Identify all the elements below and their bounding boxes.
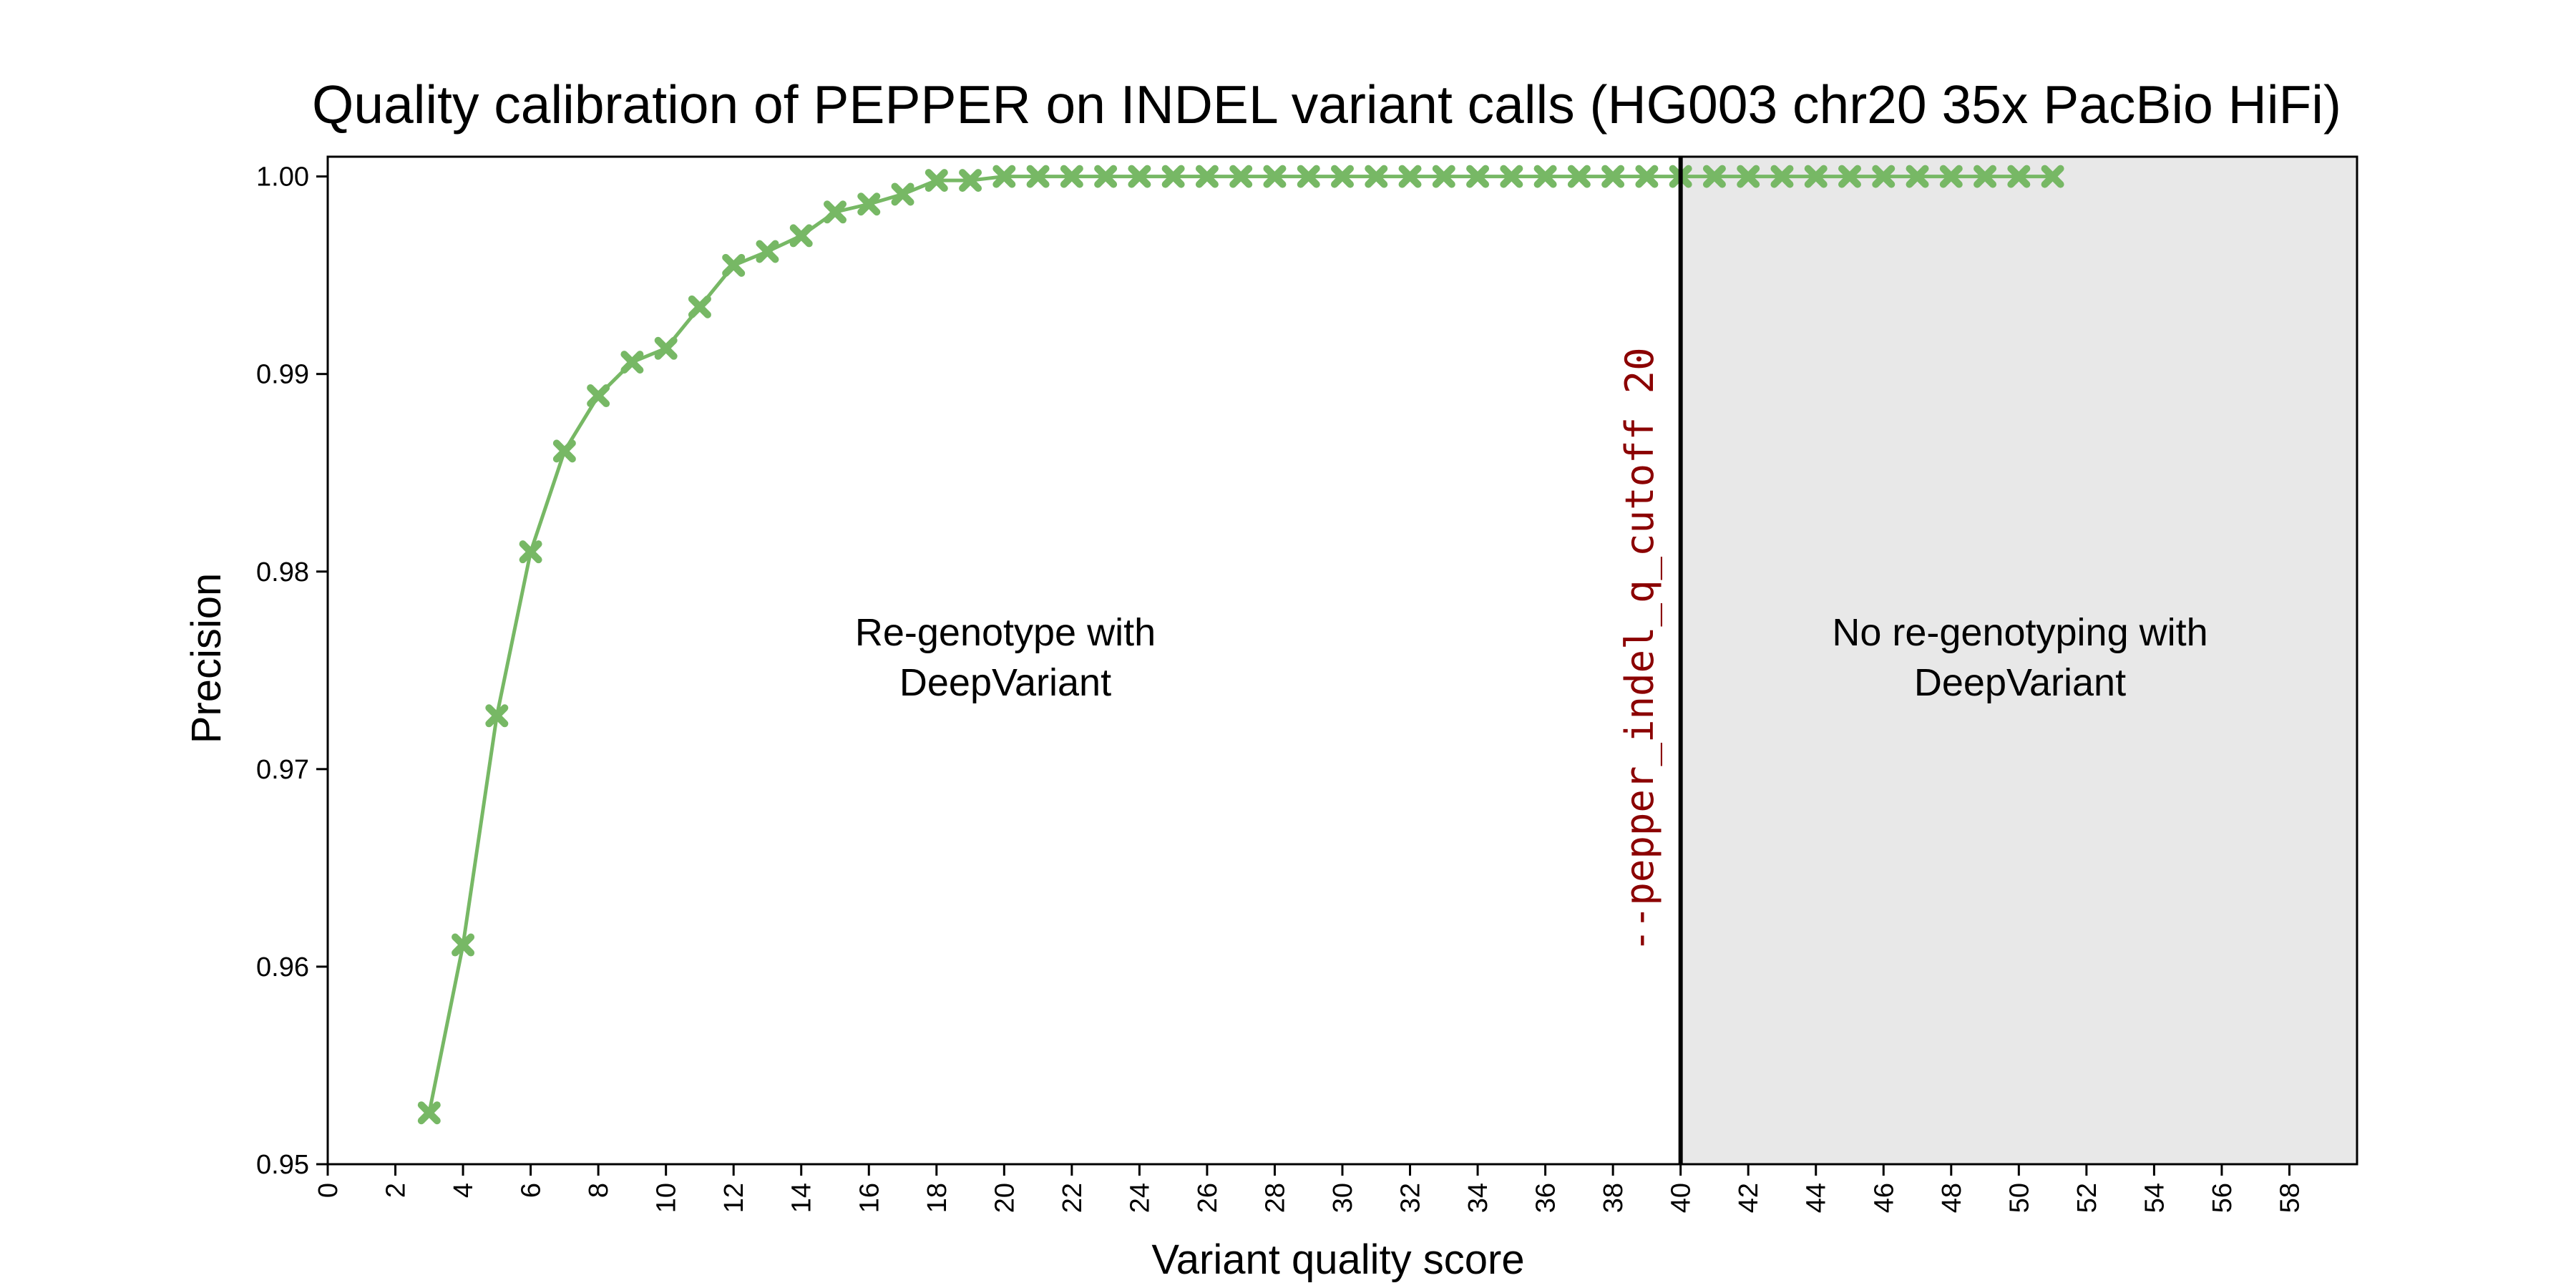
data-point <box>1365 165 1388 188</box>
data-point <box>620 351 644 374</box>
x-tick-label: 16 <box>854 1183 884 1213</box>
data-point <box>1770 165 1794 188</box>
y-tick-label: 0.97 <box>256 755 309 785</box>
data-point <box>1702 165 1726 188</box>
data-point <box>1567 165 1591 188</box>
data-point <box>1297 165 1320 188</box>
data-point <box>2041 165 2064 188</box>
data-point <box>417 1101 441 1125</box>
data-point <box>1331 165 1354 188</box>
x-tick-label: 56 <box>2207 1183 2238 1213</box>
x-tick-label: 6 <box>517 1183 547 1198</box>
x-tick-label: 54 <box>2140 1183 2170 1213</box>
x-tick-label: 4 <box>449 1183 479 1198</box>
data-point <box>1804 165 1828 188</box>
x-tick-label: 40 <box>1667 1183 1697 1213</box>
shaded-region <box>1680 157 2357 1164</box>
x-tick-label: 24 <box>1125 1183 1155 1213</box>
x-tick-label: 2 <box>381 1183 411 1198</box>
y-tick-label: 1.00 <box>256 162 309 192</box>
data-point <box>1906 165 1929 188</box>
x-tick-label: 42 <box>1734 1183 1764 1213</box>
x-tick-label: 46 <box>1869 1183 1899 1213</box>
x-tick-label: 10 <box>652 1183 682 1213</box>
regenotype-label-line1: Re-genotype with <box>855 611 1156 654</box>
chart-title: Quality calibration of PEPPER on INDEL v… <box>312 74 2341 135</box>
data-point <box>1872 165 1896 188</box>
x-tick-label: 44 <box>1802 1183 1832 1213</box>
x-tick-label: 28 <box>1260 1183 1290 1213</box>
data-point <box>1974 165 1997 188</box>
data-point <box>1060 165 1083 188</box>
data-point <box>857 192 881 216</box>
x-tick-label: 30 <box>1328 1183 1358 1213</box>
cutoff-label: --pepper_indel_q_cutoff 20 <box>1617 347 1662 952</box>
data-point <box>1161 165 1185 188</box>
regenotype-label-line2: DeepVariant <box>899 661 1111 704</box>
data-point <box>1838 165 1861 188</box>
data-point <box>992 165 1016 188</box>
data-point <box>756 240 779 263</box>
data-point <box>519 540 542 564</box>
data-point <box>789 224 813 248</box>
data-point <box>1229 165 1253 188</box>
data-point <box>2007 165 2031 188</box>
x-tick-label: 0 <box>313 1183 343 1198</box>
data-point <box>1466 165 1490 188</box>
data-point <box>552 439 576 463</box>
data-point <box>654 336 678 360</box>
data-point <box>1601 165 1625 188</box>
x-tick-label: 8 <box>584 1183 614 1198</box>
no-regenotype-label-line2: DeepVariant <box>1914 661 2126 704</box>
y-tick-label: 0.98 <box>256 557 309 587</box>
x-tick-label: 32 <box>1396 1183 1426 1213</box>
x-tick-label: 38 <box>1599 1183 1629 1213</box>
data-point <box>1432 165 1455 188</box>
data-point <box>959 169 982 192</box>
x-tick-label: 34 <box>1463 1183 1493 1213</box>
x-tick-label: 12 <box>719 1183 749 1213</box>
data-point <box>924 169 948 192</box>
data-point <box>1128 165 1151 188</box>
no-regenotype-label-line1: No re-genotyping with <box>1832 611 2207 654</box>
x-tick-label: 52 <box>2072 1183 2102 1213</box>
y-tick-label: 0.96 <box>256 952 309 982</box>
data-point <box>1195 165 1219 188</box>
data-point <box>891 182 914 206</box>
x-tick-label: 48 <box>1937 1183 1967 1213</box>
x-tick-label: 18 <box>922 1183 952 1213</box>
x-tick-label: 36 <box>1531 1183 1561 1213</box>
data-point <box>1263 165 1287 188</box>
y-axis-ticks: 0.95 0.96 0.97 0.98 0.99 1.00 <box>256 162 328 1180</box>
data-point <box>722 253 746 277</box>
y-tick-label: 0.99 <box>256 360 309 390</box>
y-tick-label: 0.95 <box>256 1150 309 1180</box>
data-point <box>1533 165 1557 188</box>
data-point <box>1398 165 1422 188</box>
x-tick-label: 50 <box>2004 1183 2034 1213</box>
x-axis-ticks: 0 2 4 6 8 10 12 14 16 18 20 22 24 26 28 30 32 34 36 38 40 42 4… <box>313 1164 2305 1213</box>
x-tick-label: 26 <box>1193 1183 1223 1213</box>
data-point <box>1737 165 1760 188</box>
x-axis-label: Variant quality score <box>1151 1236 1524 1283</box>
data-point <box>824 200 847 224</box>
x-tick-label: 14 <box>787 1183 817 1213</box>
data-point <box>587 384 610 408</box>
data-point <box>1500 165 1523 188</box>
data-point <box>1094 165 1118 188</box>
data-point <box>1026 165 1050 188</box>
data-point <box>1939 165 1963 188</box>
x-tick-label: 22 <box>1058 1183 1088 1213</box>
data-point <box>1635 165 1659 188</box>
y-axis-label: Precision <box>183 573 230 744</box>
data-point <box>452 933 475 957</box>
x-tick-label: 20 <box>990 1183 1020 1213</box>
series-layer <box>417 165 2064 1125</box>
data-point <box>485 704 509 728</box>
x-tick-label: 58 <box>2275 1183 2305 1213</box>
data-point <box>688 295 711 318</box>
